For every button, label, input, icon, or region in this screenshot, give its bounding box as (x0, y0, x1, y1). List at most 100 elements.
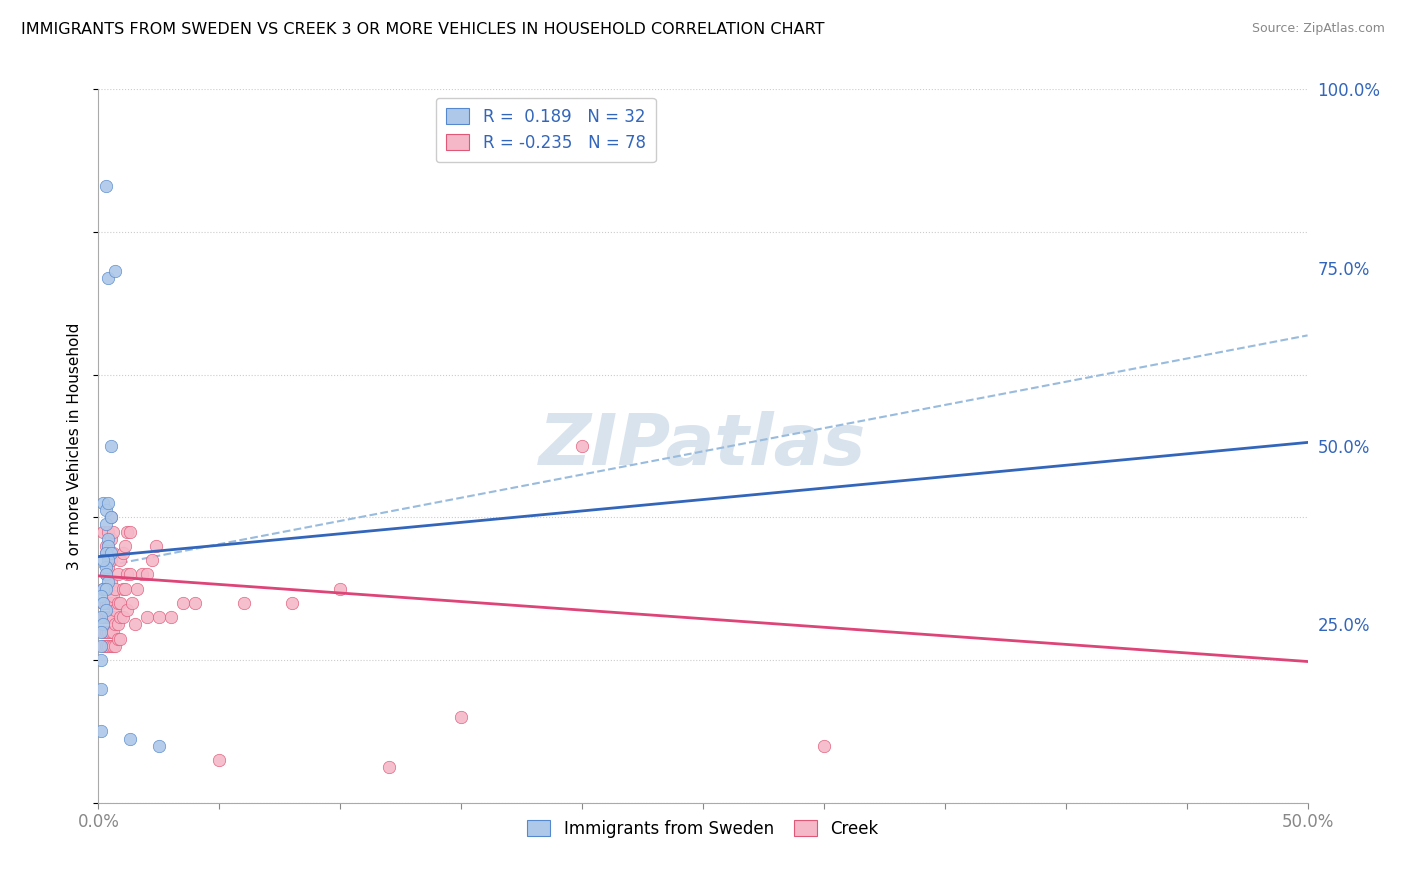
Point (94, 517, 117, 532)
Point (97, 582, 120, 596)
Point (118, 731, 141, 746)
Point (131, 567, 153, 582)
Point (101, 624, 124, 639)
Point (232, 596, 254, 610)
Point (97, 539, 120, 553)
Point (94, 603, 117, 617)
Point (94, 624, 117, 639)
Point (90, 639, 112, 653)
Point (100, 639, 122, 653)
Point (90, 624, 112, 639)
Point (94, 610, 117, 624)
Point (94, 178, 117, 193)
Point (100, 510, 122, 524)
Point (94, 546, 117, 560)
Point (97, 539, 120, 553)
Point (172, 596, 194, 610)
Point (91, 617, 114, 632)
Point (114, 582, 136, 596)
Point (97, 271, 120, 285)
Point (329, 582, 352, 596)
Point (127, 582, 149, 596)
Point (100, 624, 122, 639)
Point (107, 632, 129, 646)
Point (101, 589, 124, 603)
Point (97, 596, 120, 610)
Point (108, 596, 131, 610)
Point (107, 596, 129, 610)
Point (97, 524, 120, 539)
Point (135, 610, 157, 624)
Point (100, 610, 122, 624)
Point (107, 567, 129, 582)
Point (141, 553, 163, 567)
Point (104, 639, 127, 653)
Point (90, 610, 112, 624)
Point (97, 496, 120, 510)
Point (101, 639, 124, 653)
Point (91, 596, 114, 610)
Point (101, 524, 124, 539)
Point (100, 553, 122, 567)
Point (91, 524, 114, 539)
Point (114, 539, 136, 553)
Point (160, 610, 183, 624)
Point (101, 546, 124, 560)
Point (184, 596, 207, 610)
Point (90, 653, 112, 667)
Point (571, 439, 593, 453)
Point (90, 724, 112, 739)
Point (90, 589, 112, 603)
Point (111, 610, 134, 624)
Point (100, 510, 122, 524)
Point (91, 596, 114, 610)
Text: IMMIGRANTS FROM SWEDEN VS CREEK 3 OR MORE VEHICLES IN HOUSEHOLD CORRELATION CHAR: IMMIGRANTS FROM SWEDEN VS CREEK 3 OR MOR… (21, 22, 824, 37)
Y-axis label: 3 or more Vehicles in Household: 3 or more Vehicles in Household (67, 322, 83, 570)
Point (100, 532, 122, 546)
Point (91, 553, 114, 567)
Legend: Immigrants from Sweden, Creek: Immigrants from Sweden, Creek (520, 814, 886, 845)
Point (117, 524, 139, 539)
Point (121, 596, 143, 610)
Point (91, 624, 114, 639)
Point (104, 603, 127, 617)
Point (94, 560, 117, 574)
Point (145, 539, 167, 553)
Point (90, 681, 112, 696)
Point (100, 596, 122, 610)
Point (94, 582, 117, 596)
Point (377, 760, 399, 774)
Point (97, 639, 120, 653)
Point (108, 610, 131, 624)
Point (124, 617, 146, 632)
Point (450, 710, 472, 724)
Point (208, 753, 231, 767)
Text: Source: ZipAtlas.com: Source: ZipAtlas.com (1251, 22, 1385, 36)
Point (97, 624, 120, 639)
Point (100, 574, 122, 589)
Point (91, 639, 114, 653)
Point (94, 596, 117, 610)
Point (104, 617, 127, 632)
Point (94, 539, 117, 553)
Point (94, 567, 117, 582)
Point (108, 553, 131, 567)
Point (101, 610, 124, 624)
Point (111, 582, 134, 596)
Point (148, 739, 170, 753)
Point (97, 560, 120, 574)
Point (91, 582, 114, 596)
Point (111, 546, 134, 560)
Point (117, 603, 139, 617)
Point (97, 553, 120, 567)
Point (107, 617, 129, 632)
Point (91, 610, 114, 624)
Point (135, 567, 157, 582)
Point (97, 532, 120, 546)
Point (94, 503, 117, 517)
Point (100, 439, 122, 453)
Point (813, 739, 835, 753)
Point (91, 496, 114, 510)
Point (94, 567, 117, 582)
Point (91, 582, 114, 596)
